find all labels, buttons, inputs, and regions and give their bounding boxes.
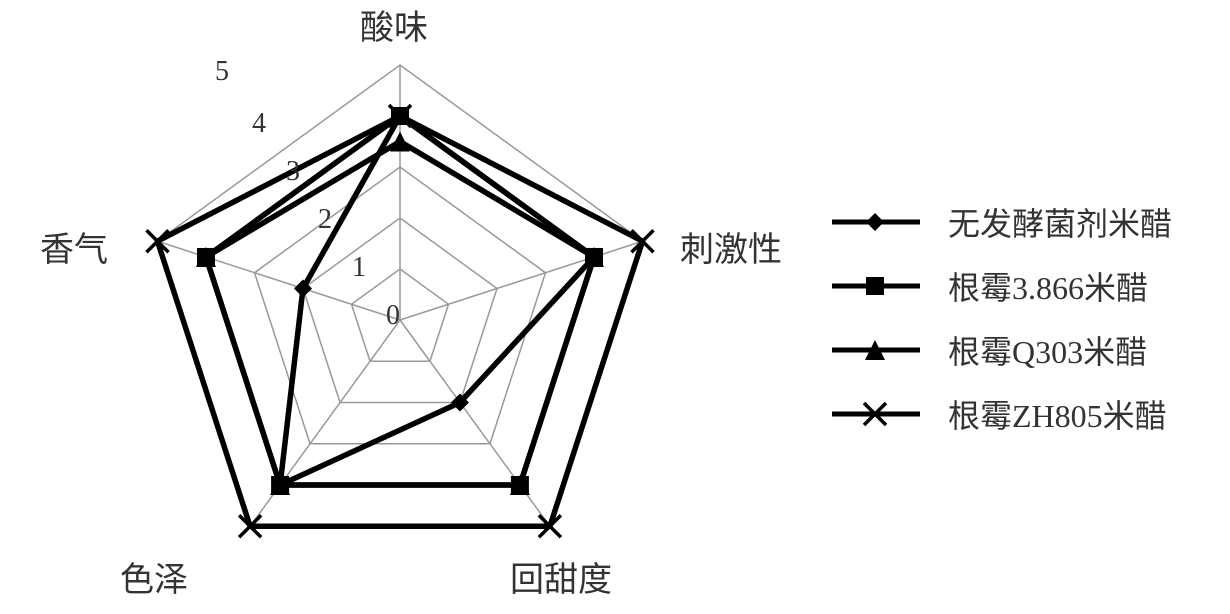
legend-swatch-0 bbox=[830, 207, 930, 237]
legend-row-0: 无发酵菌剂米醋 bbox=[830, 190, 1210, 254]
axis-label-4: 香气 bbox=[40, 222, 108, 271]
legend-label-2: 根霉Q303米醋 bbox=[948, 327, 1147, 373]
tick-0: 0 bbox=[386, 300, 400, 332]
legend-label-0: 无发酵菌剂米醋 bbox=[948, 199, 1172, 245]
legend-row-1: 根霉3.866米醋 bbox=[830, 254, 1210, 318]
tick-1: 1 bbox=[352, 252, 366, 284]
legend: 无发酵菌剂米醋 根霉3.866米醋 根霉Q303米醋 根霉ZH805米醋 bbox=[830, 190, 1210, 446]
legend-swatch-2 bbox=[830, 335, 930, 365]
legend-swatch-3 bbox=[830, 399, 930, 429]
axis-label-2: 回甜度 bbox=[510, 552, 612, 601]
legend-row-2: 根霉Q303米醋 bbox=[830, 318, 1210, 382]
legend-label-1: 根霉3.866米醋 bbox=[948, 263, 1148, 309]
radar-chart-stage: 酸味 刺激性 回甜度 色泽 香气 0 1 2 3 4 5 无发酵菌剂米醋 根霉3… bbox=[0, 0, 1230, 614]
legend-label-3: 根霉ZH805米醋 bbox=[948, 391, 1167, 437]
legend-swatch-1 bbox=[830, 271, 930, 301]
axis-label-0: 酸味 bbox=[360, 0, 428, 49]
tick-5: 5 bbox=[215, 56, 229, 88]
axis-label-3: 色泽 bbox=[120, 552, 188, 601]
tick-4: 4 bbox=[252, 108, 266, 140]
tick-2: 2 bbox=[318, 204, 332, 236]
tick-3: 3 bbox=[286, 156, 300, 188]
legend-row-3: 根霉ZH805米醋 bbox=[830, 382, 1210, 446]
axis-label-1: 刺激性 bbox=[680, 222, 782, 271]
